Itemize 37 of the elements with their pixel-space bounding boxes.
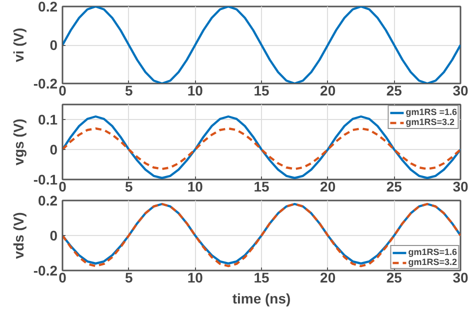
x-tick-label: 25	[386, 270, 402, 286]
x-tick-label: 5	[124, 178, 133, 194]
x-tick-label: 15	[254, 82, 270, 98]
x-tick-label: 5	[124, 82, 133, 98]
y-axis-title: vgs (V)	[10, 118, 26, 166]
x-tick-label: 15	[254, 178, 270, 194]
line-series	[62, 6, 460, 84]
y-tick-label: -0.2	[33, 76, 58, 92]
y-tick-label: 0	[50, 228, 58, 244]
y-tick-label: 0.2	[38, 0, 58, 14]
y-tick-label: 0	[50, 37, 58, 53]
x-tick-label: 30	[452, 82, 468, 98]
x-tick-label: 30	[452, 270, 468, 286]
x-tick-label: 5	[124, 270, 133, 286]
x-tick-label: 10	[187, 178, 204, 194]
y-tick-label: 0.2	[38, 192, 58, 208]
legend-label: gm1RS=3.2	[408, 257, 457, 267]
x-tick-label: 30	[452, 178, 468, 194]
y-tick-label: 0.1	[38, 112, 58, 128]
legend-label: gm1RS=1.6	[408, 247, 457, 257]
x-tick-label: 10	[187, 82, 204, 98]
y-axis-title: vds (V)	[10, 212, 26, 259]
x-tick-label: 25	[386, 178, 402, 194]
x-tick-label: 25	[386, 82, 402, 98]
x-tick-label: 10	[187, 270, 204, 286]
x-tick-label: 20	[320, 270, 336, 286]
x-tick-label: 20	[320, 178, 336, 194]
legend-label: gm1RS =1.6	[406, 107, 457, 117]
y-axis-title: vi (V)	[10, 28, 26, 62]
y-tick-label: -0.1	[33, 172, 58, 188]
y-tick-label: -0.2	[33, 262, 58, 278]
x-tick-label: 15	[254, 270, 270, 286]
line-series	[62, 127, 460, 170]
x-axis-title: time (ns)	[232, 290, 291, 306]
legend-label: gm1RS=3.2	[406, 117, 454, 127]
x-tick-label: 20	[320, 82, 336, 98]
y-tick-label: 0	[50, 142, 58, 158]
